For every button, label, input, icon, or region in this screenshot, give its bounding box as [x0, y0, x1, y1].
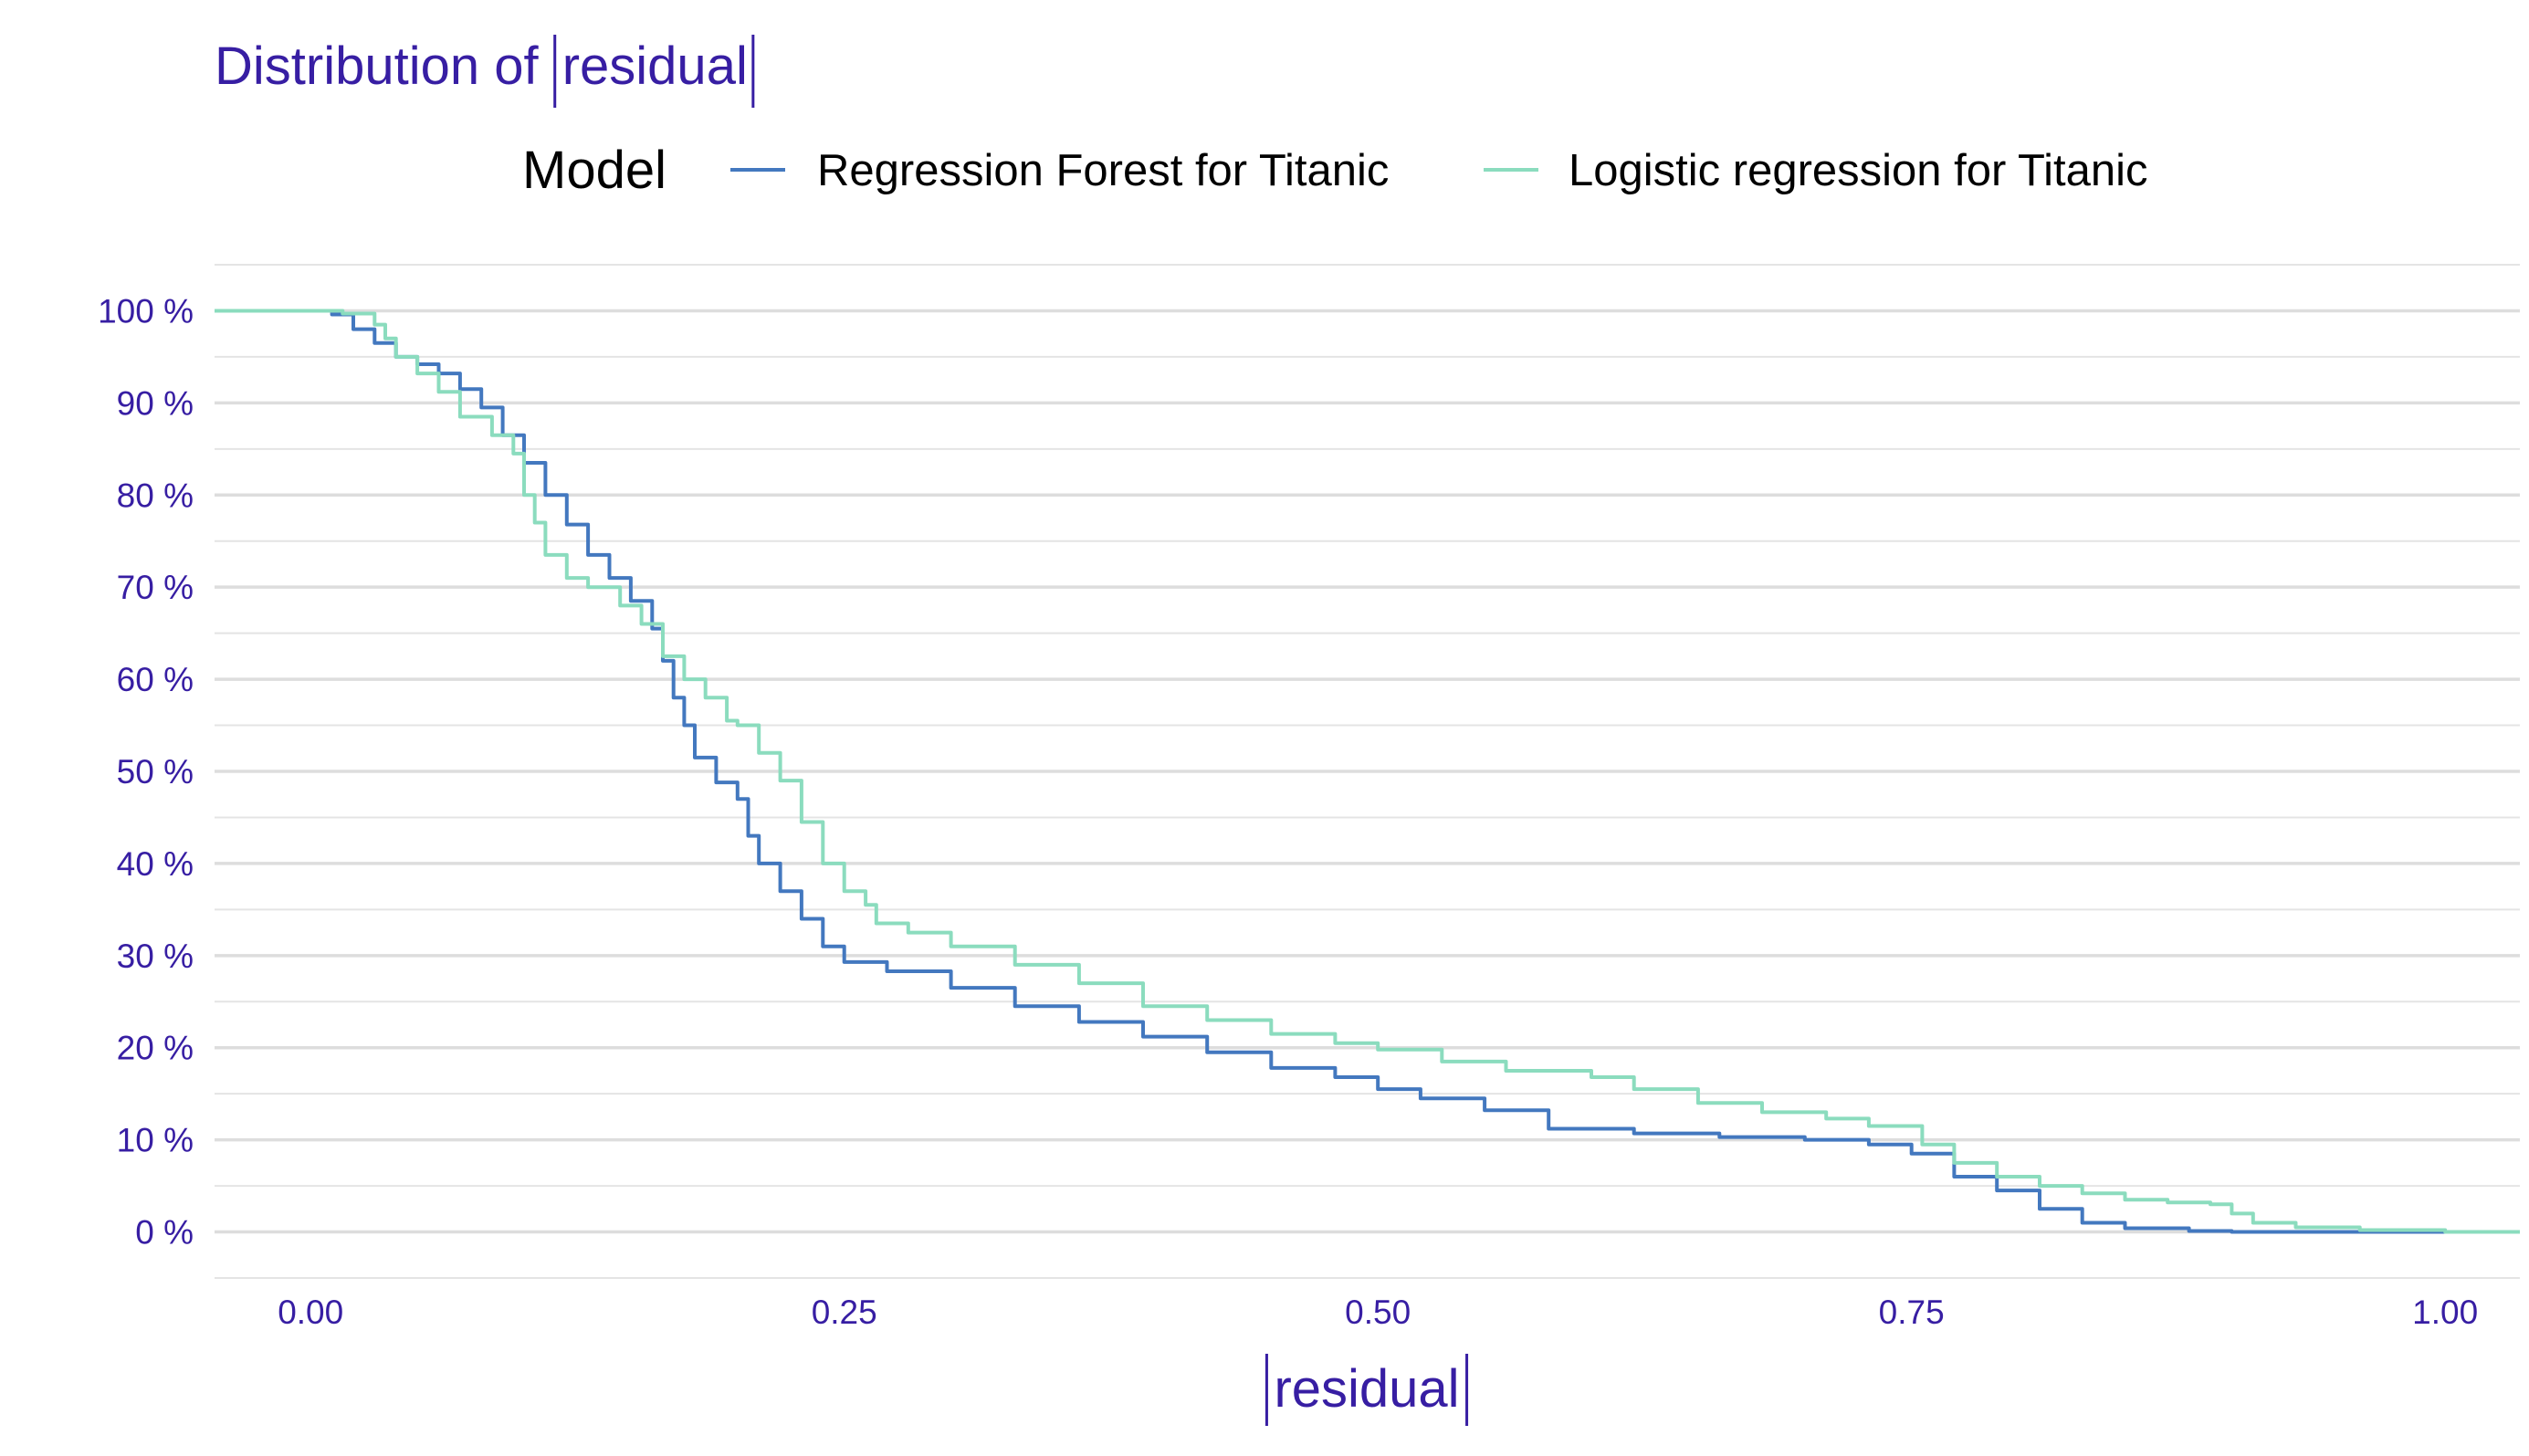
series-line-regression-forest	[215, 309, 2520, 1234]
x-axis-title: residual	[1264, 1354, 1469, 1426]
y-tick-label: 50 %	[117, 753, 194, 791]
y-tick-label: 90 %	[117, 384, 194, 422]
x-tick-label: 0.00	[278, 1294, 343, 1331]
y-tick-label: 30 %	[117, 937, 194, 975]
legend-label-forest: Regression Forest for Titanic	[817, 146, 1389, 195]
x-tick-label: 0.75	[1879, 1294, 1945, 1331]
x-tick-label: 0.50	[1345, 1294, 1411, 1331]
x-tick-label: 1.00	[2412, 1294, 2478, 1331]
x-tick-label: 0.25	[812, 1294, 877, 1331]
x-axis-ticks: 0.00 0.25 0.50 0.75 1.00	[278, 1294, 2478, 1331]
y-tick-label: 60 %	[117, 661, 194, 698]
y-tick-label: 10 %	[117, 1122, 194, 1159]
legend-title: Model	[522, 141, 666, 200]
legend: Model Regression Forest for Titanic Logi…	[522, 141, 2148, 200]
chart-title-prefix: Distribution of	[215, 37, 553, 96]
grid	[215, 264, 2520, 1279]
chart-title: Distribution of residual	[215, 35, 755, 108]
legend-label-logistic: Logistic regression for Titanic	[1569, 146, 2148, 195]
series-lines	[215, 309, 2520, 1234]
y-tick-label: 20 %	[117, 1030, 194, 1067]
chart-title-abs: residual	[562, 37, 748, 96]
y-tick-label: 0 %	[135, 1214, 194, 1252]
y-axis-ticks: 0 % 10 % 20 % 30 % 40 % 50 % 60 % 70 % 80 % 90 % 1…	[98, 292, 194, 1251]
chart-title-text: Distribution of residual	[215, 37, 748, 96]
x-axis-title-text: residual	[1274, 1359, 1459, 1419]
y-tick-label: 40 %	[117, 845, 194, 883]
y-tick-label: 100 %	[98, 292, 194, 330]
series-line-logistic-regression	[215, 309, 2520, 1234]
y-tick-label: 70 %	[117, 569, 194, 606]
y-tick-label: 80 %	[117, 477, 194, 514]
